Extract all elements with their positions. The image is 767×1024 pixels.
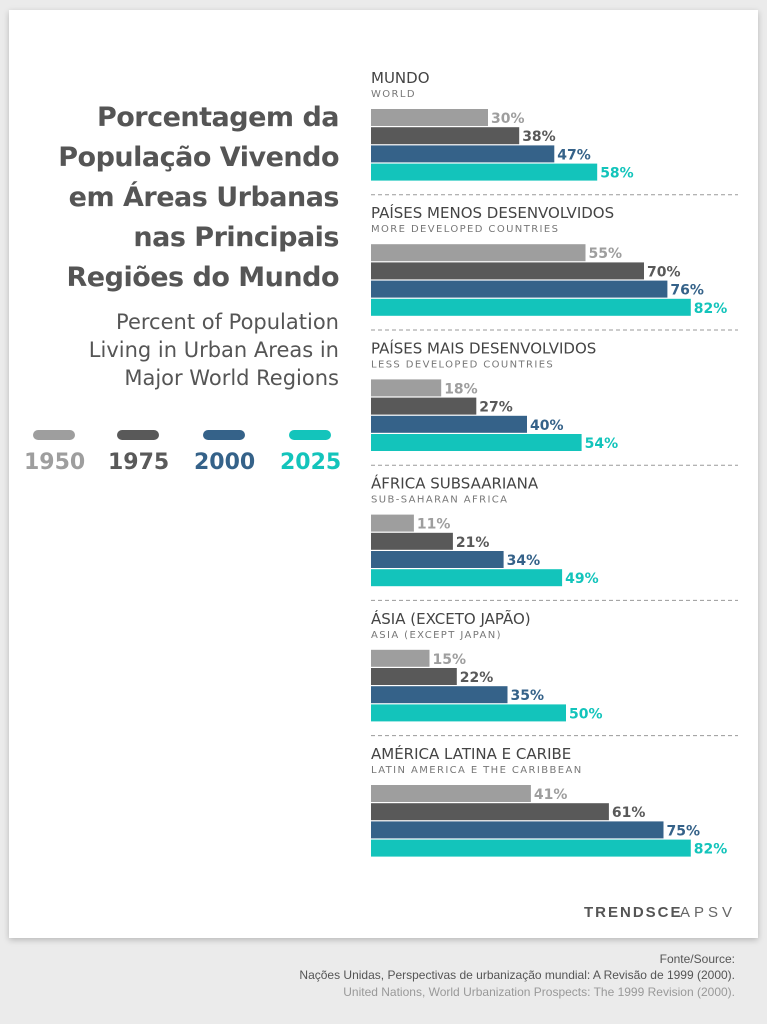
- bar-value-label: 70%: [647, 264, 681, 280]
- legend-label: 1975: [108, 450, 170, 475]
- chart-subtitle: Percent of Population Living in Urban Ar…: [19, 308, 339, 392]
- source-heading: Fonte/Source:: [659, 952, 735, 966]
- title-line: Regiões do Mundo: [66, 262, 340, 293]
- bar-value-label: 55%: [589, 246, 623, 262]
- bar: [371, 109, 488, 126]
- bar: [371, 649, 430, 667]
- region-name-english: SUB-SAHARAN AFRICA: [371, 495, 508, 506]
- bar: [371, 379, 442, 397]
- bar: [371, 514, 414, 532]
- bar-value-label: 82%: [694, 301, 728, 317]
- bar-value-label: 49%: [565, 571, 599, 587]
- bar-value-label: 27%: [479, 400, 513, 416]
- bar: [371, 298, 691, 316]
- region-name: PAÍSES MAIS DESENVOLVIDOS: [371, 338, 596, 357]
- region-name-english: WORLD: [371, 89, 416, 100]
- subtitle-line: Major World Regions: [124, 366, 339, 390]
- bar: [371, 532, 453, 550]
- bar-value-label: 11%: [417, 517, 451, 533]
- legend-item-1950: 1950: [24, 430, 86, 475]
- bar-value-label: 47%: [557, 147, 591, 163]
- trendsce-logo: TRENDSCE: [584, 904, 683, 921]
- bar: [371, 127, 520, 145]
- bar-value-label: 76%: [670, 283, 704, 299]
- bar: [371, 839, 691, 857]
- region-name-english: LESS DEVELOPED COUNTRIES: [371, 359, 554, 370]
- title-line: Porcentagem da: [96, 102, 340, 133]
- legend-label: 2025: [280, 450, 342, 475]
- bar-value-label: 40%: [530, 418, 564, 434]
- source-portuguese: Nações Unidas, Perspectivas de urbanizaç…: [299, 968, 735, 982]
- bar-value-label: 38%: [522, 129, 556, 145]
- source-english: United Nations, World Urbanization Prosp…: [343, 985, 735, 999]
- region-name: ÁSIA (EXCETO JAPÃO): [371, 609, 531, 628]
- bar-value-label: 35%: [511, 688, 545, 704]
- bar: [371, 280, 668, 298]
- legend-swatch: [33, 430, 75, 440]
- region-name-english: MORE DEVELOPED COUNTRIES: [371, 224, 559, 235]
- region-name-english: ASIA (EXCEPT JAPAN): [371, 630, 502, 641]
- legend-swatch: [117, 430, 159, 440]
- bar-value-label: 18%: [444, 381, 478, 397]
- bar-value-label: 58%: [600, 166, 634, 182]
- bar: [371, 262, 644, 280]
- title-line: em Áreas Urbanas: [68, 182, 340, 213]
- subtitle-line: Percent of Population: [116, 310, 339, 334]
- legend-item-1975: 1975: [108, 430, 170, 475]
- region-name: AMÉRICA LATINA E CARIBE: [371, 744, 571, 763]
- apsv-logo: APSV: [680, 904, 737, 921]
- bar: [371, 244, 586, 262]
- legend-swatch: [289, 430, 331, 440]
- title-line: População Vivendo: [58, 142, 339, 173]
- bar-value-label: 22%: [460, 670, 494, 686]
- legend-label: 1950: [24, 450, 86, 475]
- bar: [371, 551, 504, 568]
- bar: [371, 163, 598, 181]
- bar-value-label: 30%: [491, 111, 525, 127]
- bar: [371, 415, 527, 433]
- region-name-english: LATIN AMERICA E THE CARIBBEAN: [371, 765, 583, 776]
- bar-value-label: 21%: [456, 535, 490, 551]
- region-name: PAÍSES MENOS DESENVOLVIDOS: [371, 203, 614, 222]
- bar-value-label: 82%: [694, 842, 728, 858]
- subtitle-line: Living in Urban Areas in: [88, 338, 339, 362]
- bar-value-label: 15%: [433, 652, 467, 668]
- legend-label: 2000: [194, 450, 256, 475]
- bar: [371, 686, 508, 704]
- bar: [371, 803, 609, 821]
- bar: [371, 668, 457, 685]
- bar: [371, 785, 531, 802]
- bar: [371, 569, 563, 587]
- legend-swatch: [203, 430, 245, 440]
- legend-item-2025: 2025: [280, 430, 342, 475]
- bar-value-label: 61%: [612, 805, 646, 821]
- legend: 1950 1975 2000 2025: [24, 430, 344, 480]
- bar-value-label: 75%: [667, 823, 701, 839]
- title-line: nas Principais: [133, 222, 339, 253]
- bar-value-label: 54%: [585, 436, 619, 452]
- bar: [371, 434, 582, 451]
- bar-value-label: 34%: [507, 553, 541, 569]
- chart-title: Porcentagem da População Vivendo em Área…: [19, 98, 339, 298]
- bar-value-label: 41%: [534, 787, 568, 803]
- bar: [371, 704, 566, 722]
- bar-value-label: 50%: [569, 706, 603, 722]
- region-name: MUNDO: [371, 69, 430, 87]
- region-name: ÁFRICA SUBSAARIANA: [371, 474, 539, 493]
- bar: [371, 397, 477, 415]
- bar: [371, 145, 555, 163]
- legend-item-2000: 2000: [194, 430, 256, 475]
- bar: [371, 821, 664, 839]
